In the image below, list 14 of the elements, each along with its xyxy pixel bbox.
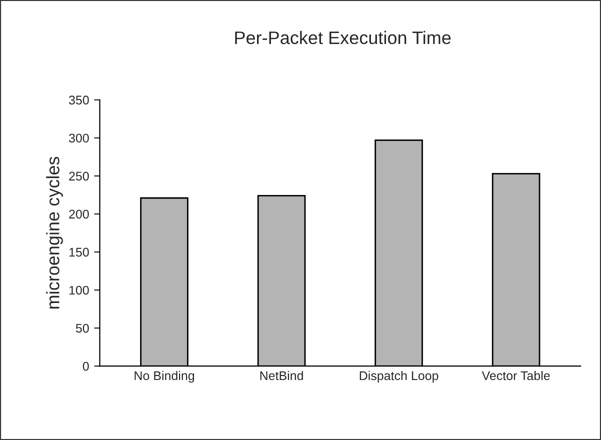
x-tick-label: NetBind: [260, 370, 303, 380]
y-tick-label: 350: [68, 96, 89, 105]
y-tick-label: 100: [69, 286, 89, 295]
y-tick-label: 200: [69, 210, 89, 219]
y-tick-label: 300: [68, 134, 89, 143]
chart-title: Per-Packet Execution Time: [235, 30, 451, 44]
x-tick-label: Dispatch Loop: [360, 370, 438, 383]
y-tick-label: 150: [69, 248, 89, 257]
x-tick-label: No Binding: [134, 370, 194, 383]
y-tick-label: 250: [69, 172, 89, 181]
y-tick-label: 50: [76, 324, 89, 333]
x-tick-label: Vector Table: [482, 370, 550, 380]
y-axis-title: microengine cycles: [46, 156, 63, 309]
y-tick-label: 0: [82, 362, 89, 371]
